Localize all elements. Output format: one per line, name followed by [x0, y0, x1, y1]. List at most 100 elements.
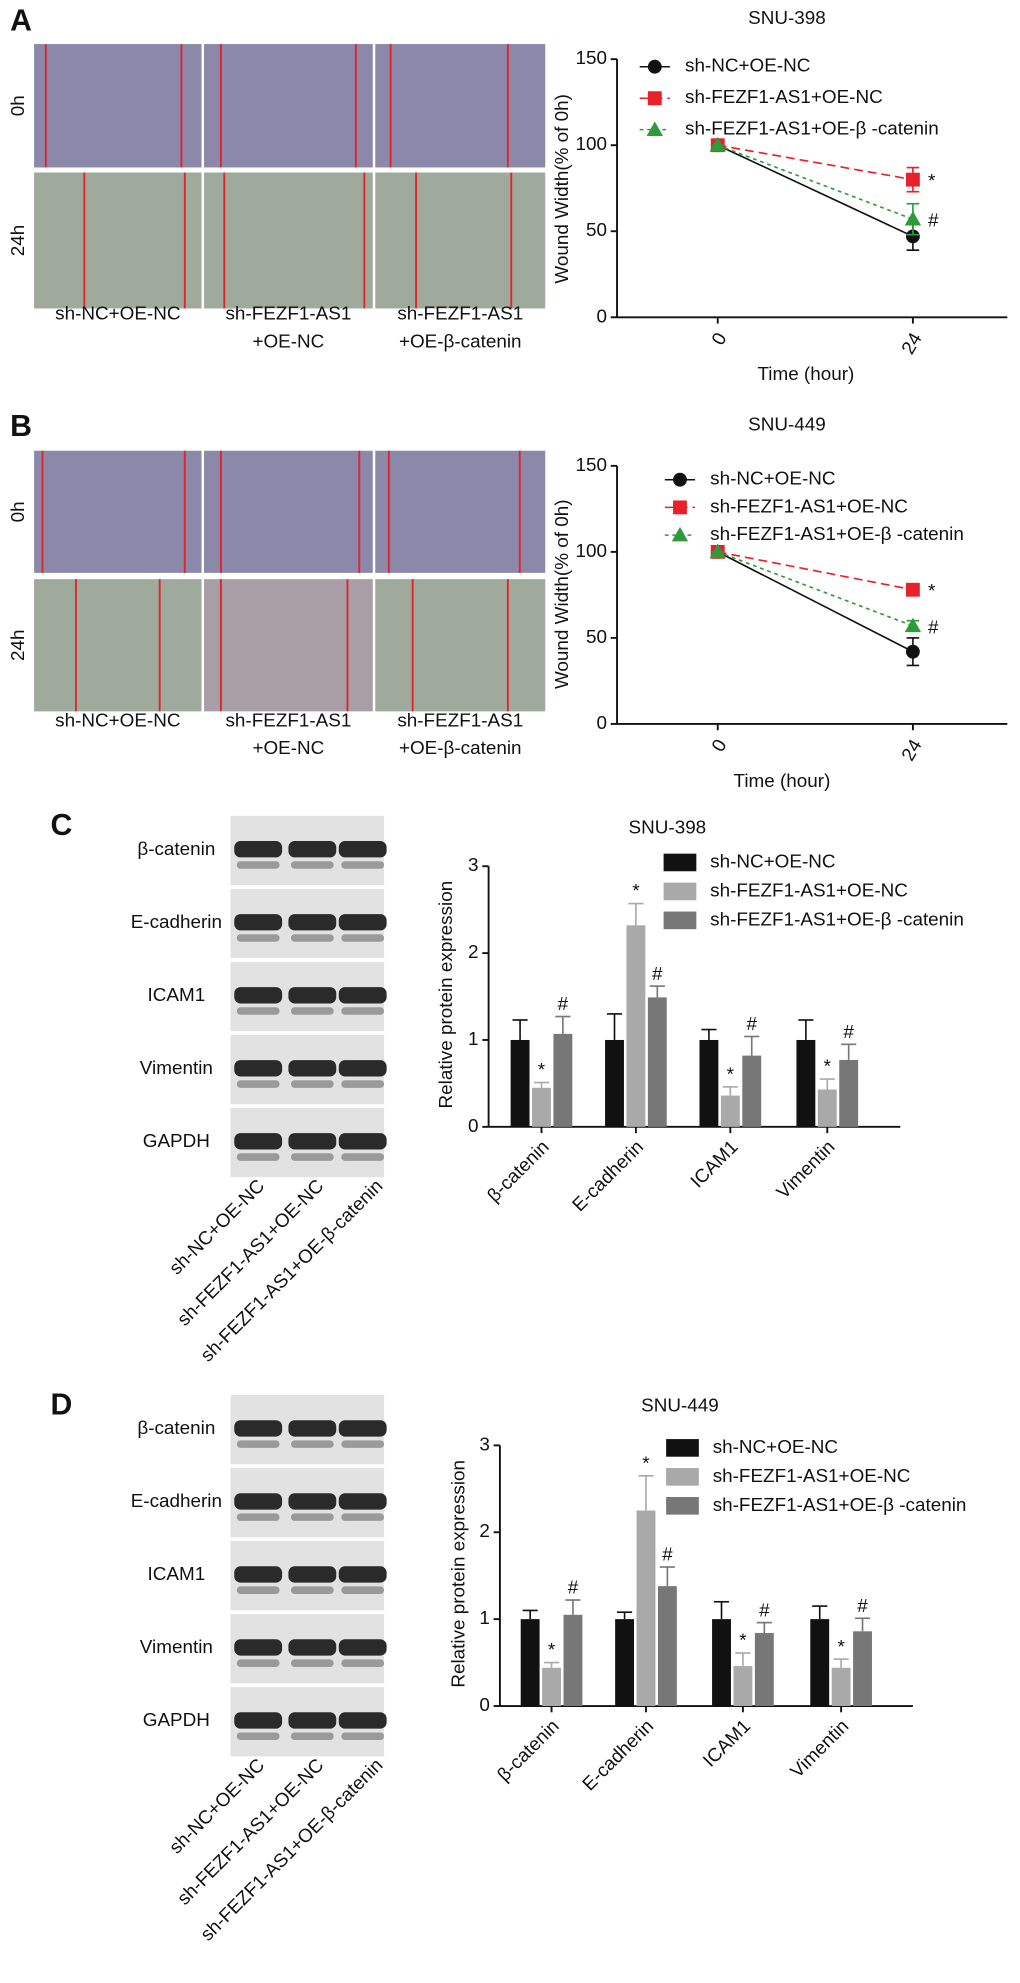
legend-label: sh-FEZF1-AS1+OE-β -catenin — [685, 119, 939, 140]
micrograph — [34, 172, 202, 309]
legend-label: sh-NC+OE-NC — [710, 469, 835, 490]
marker — [904, 617, 922, 633]
band — [288, 987, 337, 1004]
micrograph — [204, 579, 373, 712]
band — [338, 987, 387, 1004]
band — [288, 1133, 337, 1150]
micro-caption: +OE-NC — [252, 738, 324, 759]
significance: * — [632, 881, 640, 902]
significance: * — [548, 1640, 556, 1661]
series-line — [717, 551, 914, 627]
row-label: 0h — [8, 95, 29, 116]
legend-label: sh-FEZF1-AS1+OE-NC — [713, 1466, 911, 1487]
panel-label: D — [50, 1388, 72, 1421]
legend-marker — [647, 91, 662, 106]
band-faint — [341, 1007, 385, 1015]
significance: # — [928, 617, 939, 638]
bar — [657, 1586, 677, 1707]
micrograph — [34, 44, 202, 168]
row-label: 0h — [8, 501, 29, 522]
band-faint — [341, 1513, 385, 1521]
bar — [853, 1631, 872, 1707]
band — [338, 841, 387, 858]
x-tick-label: 0 — [708, 329, 731, 349]
legend-label: sh-FEZF1-AS1+OE-β -catenin — [713, 1495, 967, 1516]
bar — [817, 1089, 837, 1127]
micro-caption: sh-FEZF1-AS1 — [225, 304, 351, 325]
legend-label: sh-FEZF1-AS1+OE-β -catenin — [710, 524, 964, 545]
panel-label: A — [10, 5, 32, 38]
marker — [905, 644, 920, 659]
bar — [733, 1666, 753, 1707]
micro-caption: +OE-NC — [252, 331, 324, 352]
micrograph — [375, 450, 546, 573]
significance: # — [568, 1578, 579, 1599]
series-line — [717, 144, 914, 181]
legend-swatch — [666, 1439, 699, 1457]
panel-label: C — [50, 809, 72, 842]
band-faint — [236, 1007, 280, 1015]
band-faint — [236, 1080, 280, 1088]
band-faint — [341, 934, 385, 942]
micrograph — [204, 44, 373, 168]
band — [234, 1060, 283, 1077]
bar — [810, 1619, 830, 1707]
bar — [553, 1033, 573, 1127]
micrograph — [375, 44, 546, 168]
bar — [605, 1039, 624, 1127]
x-tick-label: ICAM1 — [699, 1716, 755, 1772]
band — [288, 914, 337, 931]
band-faint — [290, 1659, 334, 1667]
bar — [699, 1039, 719, 1127]
row-label: 24h — [8, 630, 29, 662]
legend-marker — [647, 59, 662, 74]
legend-swatch — [666, 1497, 699, 1515]
y-axis-label: Relative protein expression — [449, 1460, 470, 1688]
band — [338, 1493, 387, 1510]
y-tick-label: 2 — [479, 1521, 489, 1542]
y-tick-label: 100 — [575, 134, 607, 155]
bar — [626, 925, 646, 1127]
band — [338, 1712, 387, 1729]
legend-swatch — [663, 882, 697, 901]
series-line — [717, 144, 914, 220]
chart-title: SNU-398 — [748, 8, 826, 29]
x-tick-label: β-catenin — [484, 1137, 554, 1207]
protein-label: Vimentin — [140, 1058, 213, 1079]
y-tick-label: 1 — [479, 1608, 489, 1629]
y-tick-label: 1 — [468, 1029, 479, 1050]
x-tick-label: 24 — [898, 329, 927, 358]
bar — [615, 1619, 635, 1707]
micrograph — [34, 579, 202, 712]
bar — [796, 1039, 816, 1127]
series-line — [717, 144, 914, 238]
protein-label: GAPDH — [143, 1710, 210, 1731]
band — [234, 841, 283, 858]
y-tick-label: 0 — [468, 1116, 479, 1137]
band — [234, 1133, 283, 1150]
chart-title: SNU-449 — [641, 1395, 719, 1416]
legend-label: sh-NC+OE-NC — [713, 1437, 838, 1458]
band-faint — [290, 934, 334, 942]
micro-caption: sh-FEZF1-AS1 — [225, 710, 351, 731]
micro-caption: +OE-β-catenin — [399, 331, 522, 352]
band-faint — [290, 1732, 334, 1741]
marker — [905, 172, 920, 187]
micrograph — [375, 579, 546, 712]
y-axis-label: Wound Width(% of 0h) — [552, 499, 573, 689]
band — [234, 1566, 283, 1583]
legend-label: sh-FEZF1-AS1+OE-NC — [710, 496, 908, 517]
x-tick-label: 0 — [708, 736, 731, 756]
legend-label: sh-FEZF1-AS1+OE-NC — [685, 87, 883, 108]
micro-caption: sh-FEZF1-AS1 — [397, 304, 523, 325]
bar — [742, 1055, 762, 1127]
x-tick-label: Vimentin — [773, 1137, 840, 1204]
y-tick-label: 0 — [596, 713, 607, 734]
marker — [709, 543, 726, 559]
significance: # — [843, 1022, 854, 1043]
chart-title: SNU-398 — [629, 817, 707, 838]
bar — [839, 1059, 859, 1127]
x-tick-label: ICAM1 — [687, 1137, 743, 1193]
protein-label: β-catenin — [137, 1418, 215, 1439]
band — [288, 841, 337, 858]
